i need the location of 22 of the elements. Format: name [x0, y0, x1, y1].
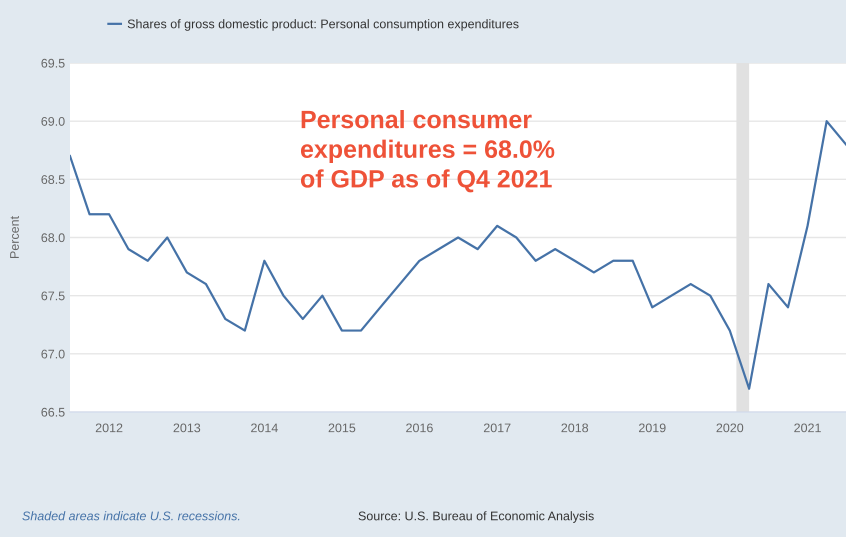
annotation: Personal consumer expenditures = 68.0% of GDP as of Q4 2021	[300, 110, 554, 192]
y-tick-label: 66.5	[41, 408, 65, 417]
x-tick-label: 2019	[638, 423, 666, 432]
text: Shaded areas indicate U.S. recessions.	[22, 511, 240, 520]
source-note: Source: U.S. Bureau of Economic Analysis	[358, 511, 594, 523]
x-tick-label: 2021	[794, 423, 821, 432]
x-tick-label: 2012	[96, 423, 122, 432]
x-tick-label: 2016	[406, 423, 433, 432]
x-tick-label: 2013	[174, 423, 200, 432]
y-tick-label: 69.5	[41, 58, 65, 68]
y-axis-title: Percent	[10, 216, 19, 258]
y-tick-label: 68.0	[41, 233, 65, 242]
y-tick-label: 67.5	[41, 291, 65, 300]
x-tick-label: 2017	[484, 423, 510, 432]
y-tick-label: 69.0	[41, 116, 65, 126]
legend-label: Shares of gross domestic product: Personal consumption expenditures	[128, 19, 519, 31]
y-tick-label: 67.0	[41, 350, 65, 358]
x-tick-label: 2014	[251, 423, 278, 432]
x-tick-label: 2018	[561, 423, 588, 432]
y-tick-label: 68.5	[41, 175, 65, 184]
x-tick-label: 2015	[328, 423, 356, 432]
x-tick-label: 2020	[716, 423, 744, 432]
